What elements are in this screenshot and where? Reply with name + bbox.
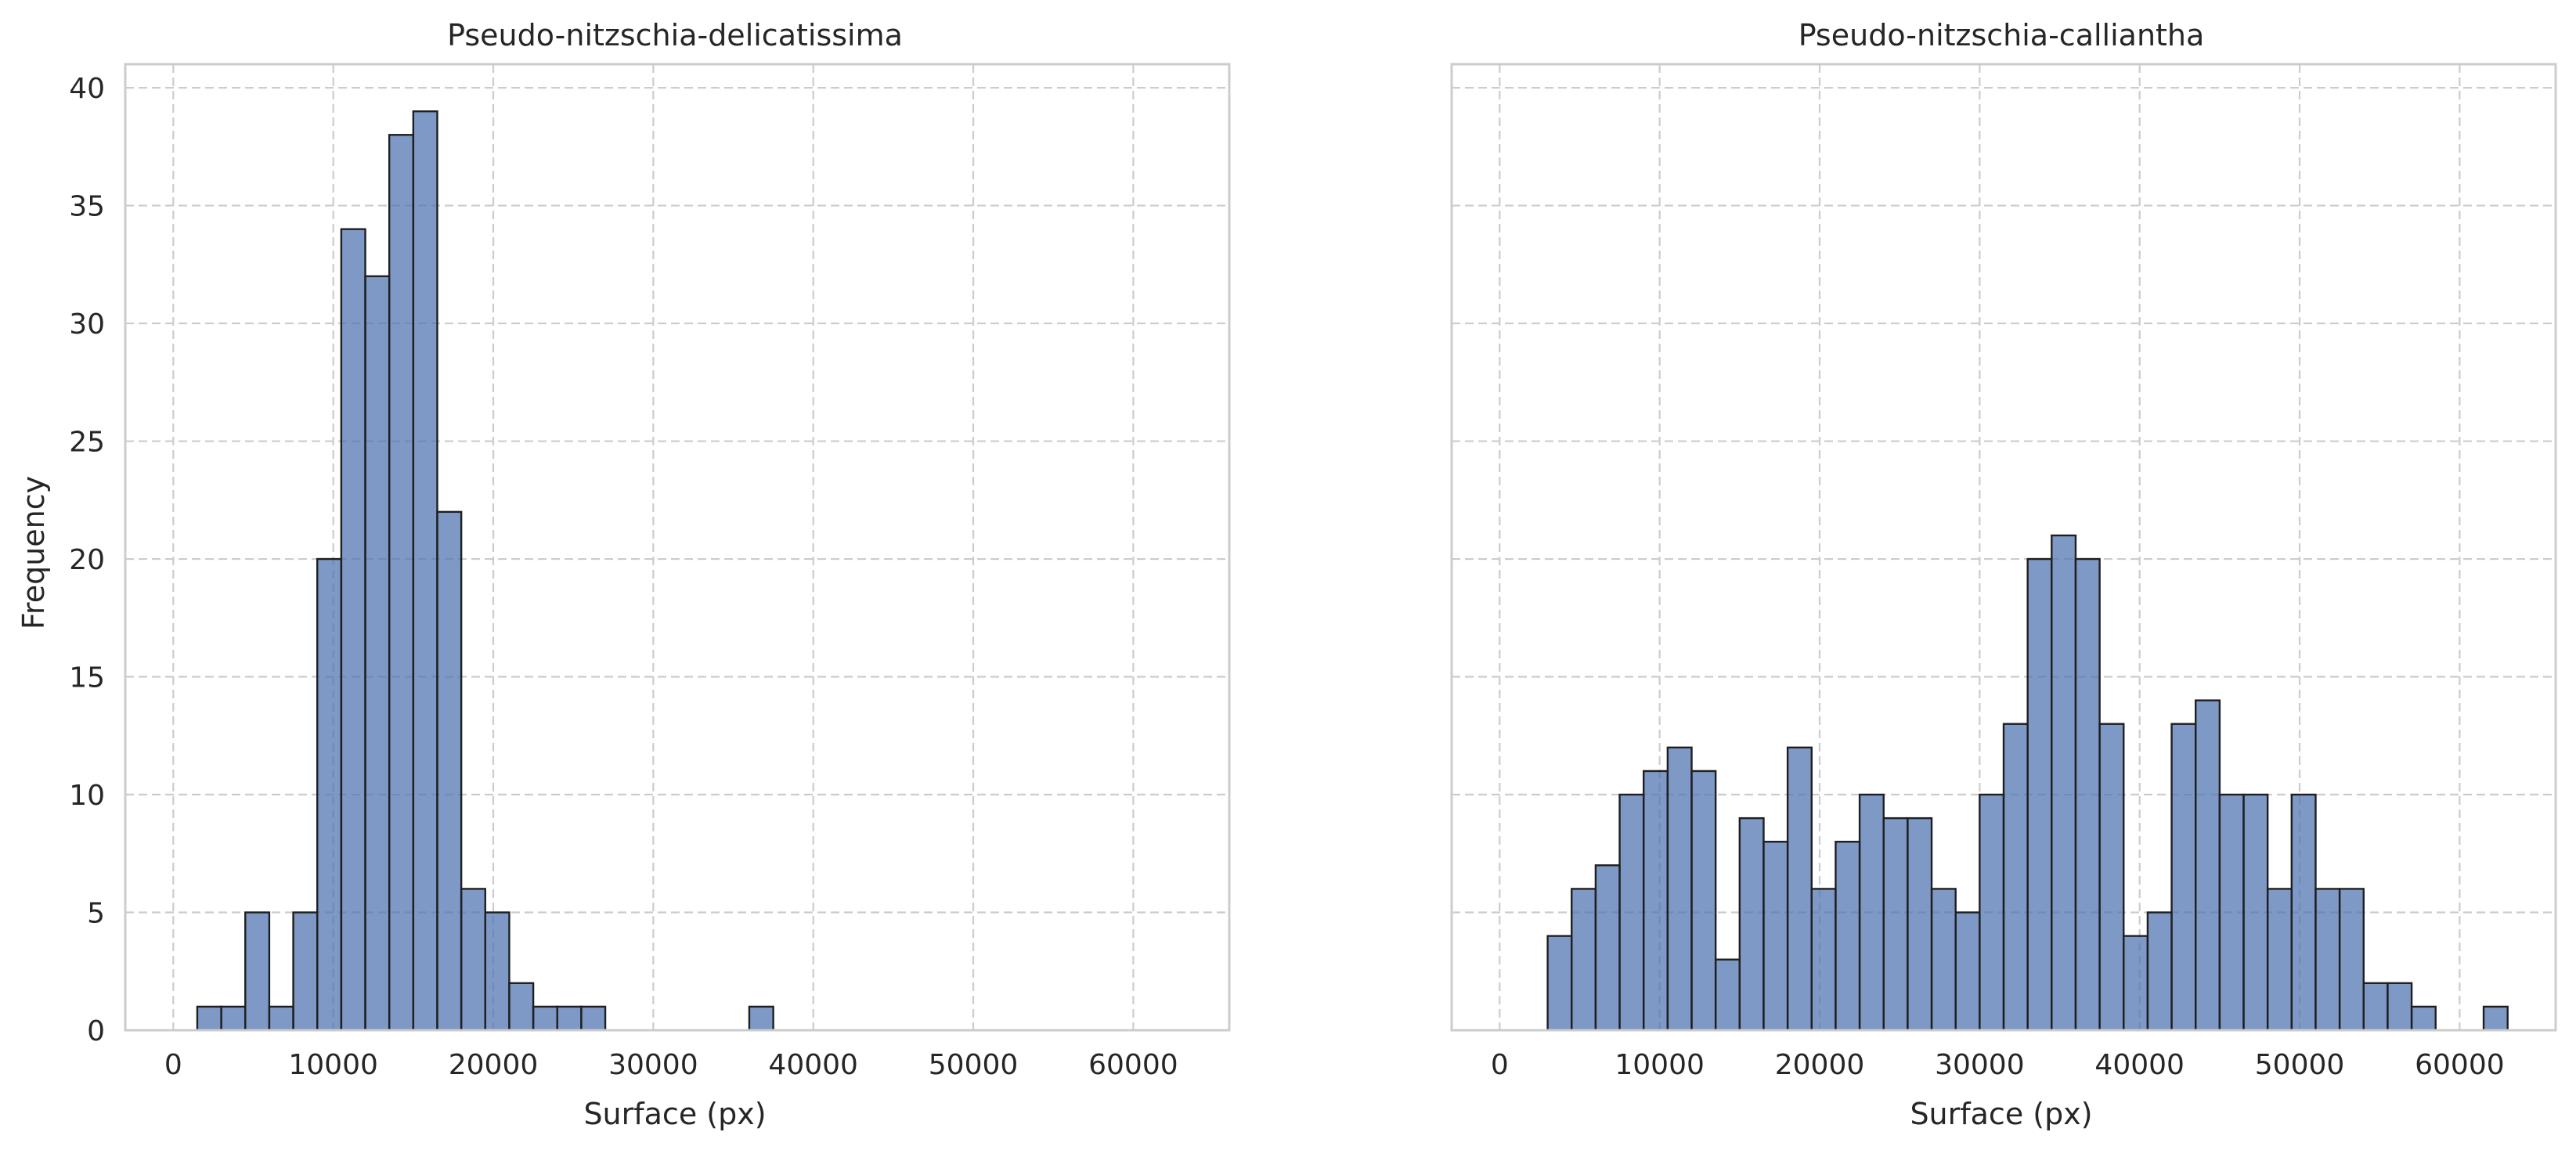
histogram-bar <box>2123 935 2149 1032</box>
histogram-bar <box>2051 534 2077 1032</box>
histogram-bar <box>316 557 343 1032</box>
histogram-bar <box>1810 888 1837 1032</box>
histogram-bar <box>1714 958 1741 1032</box>
histogram-bar <box>460 888 486 1032</box>
histogram-bar <box>1930 888 1957 1032</box>
histogram-bar <box>2290 793 2317 1032</box>
histogram-bar <box>1954 911 1981 1032</box>
histogram-bar <box>1546 935 1573 1032</box>
histogram-bar <box>2482 1005 2509 1032</box>
histogram-bar <box>196 1005 222 1032</box>
histogram-bar <box>2410 1005 2437 1032</box>
histogram-bar <box>364 275 391 1032</box>
histogram-bar <box>580 1005 607 1032</box>
x-tick-label: 0 <box>164 1049 182 1081</box>
x-tick-label: 40000 <box>2094 1049 2185 1081</box>
histogram-bar <box>1762 841 1789 1032</box>
histogram-bar <box>268 1005 294 1032</box>
x-tick-label: 60000 <box>2415 1049 2505 1081</box>
y-tick-label: 10 <box>69 780 105 812</box>
x-tick-label: 50000 <box>929 1049 1019 1081</box>
y-tick-label: 30 <box>69 308 105 341</box>
histogram-bar <box>244 911 271 1032</box>
histogram-bar <box>2218 793 2245 1032</box>
histogram-bar <box>2314 888 2341 1032</box>
histogram-bar <box>1979 793 2005 1032</box>
histogram-bar <box>2362 982 2389 1032</box>
histogram-bar <box>1643 770 1669 1032</box>
x-axis-label: Surface (px) <box>1910 1097 2092 1131</box>
histogram-bar <box>2146 911 2173 1032</box>
histogram-bar <box>340 228 366 1032</box>
histogram-bar <box>2170 723 2197 1032</box>
histogram-bar <box>1666 746 1693 1032</box>
histogram-bar <box>1786 746 1813 1032</box>
y-tick-label: 25 <box>69 427 105 459</box>
histogram-bar <box>1882 817 1909 1032</box>
x-tick-label: 30000 <box>608 1049 698 1081</box>
histogram-bar <box>2387 982 2413 1032</box>
x-tick-label: 40000 <box>768 1049 858 1081</box>
histogram-bar <box>556 1005 583 1032</box>
histogram-bar <box>748 1005 774 1032</box>
histogram-bar <box>2242 793 2269 1032</box>
grid <box>125 64 1229 1032</box>
axes: 0 10000 20000 30000 40000 50000 60000 <box>1450 63 2557 1081</box>
histogram-bar <box>1907 817 1933 1032</box>
histogram-bar <box>220 1005 247 1032</box>
histogram-bar <box>1690 770 1717 1032</box>
histogram-panel-calliantha: Pseudo-nitzschia-calliantha Surface (px)… <box>1450 18 2557 1131</box>
y-tick-label: 5 <box>87 898 105 930</box>
histogram-bar <box>532 1005 558 1032</box>
histogram-bar <box>1738 817 1765 1032</box>
x-tick-label: 60000 <box>1088 1049 1178 1081</box>
y-tick-label: 40 <box>69 73 105 105</box>
axes-frame <box>1450 63 2557 1032</box>
bars <box>1546 534 2509 1032</box>
y-tick-label: 0 <box>87 1015 105 1047</box>
bars <box>196 110 774 1032</box>
histogram-bar <box>2074 557 2101 1032</box>
histogram-bar <box>1835 841 1861 1032</box>
x-tick-label: 20000 <box>449 1049 539 1081</box>
chart-title: Pseudo-nitzschia-delicatissima <box>447 18 903 52</box>
x-tick-label: 10000 <box>1615 1049 1705 1081</box>
histogram-bar <box>412 110 438 1032</box>
histogram-bar <box>292 911 319 1032</box>
x-tick-label: 50000 <box>2255 1049 2345 1081</box>
histogram-panel-delicatissima: Pseudo-nitzschia-delicatissima Surface (… <box>16 18 1231 1131</box>
histogram-bar <box>2195 699 2221 1032</box>
axes-frame <box>124 63 1231 1032</box>
y-axis-label: Frequency <box>16 476 51 629</box>
histogram-bar <box>1618 793 1645 1032</box>
histogram-bar <box>1594 864 1621 1032</box>
histogram-bar <box>1571 888 1597 1032</box>
x-tick-label: 10000 <box>288 1049 378 1081</box>
histogram-bar <box>1858 793 1885 1032</box>
axes: 0 10000 20000 30000 40000 50000 60000 0 5 10 15 20 2… <box>69 63 1231 1081</box>
x-axis-label: Surface (px) <box>583 1097 766 1131</box>
histogram-bar <box>2098 723 2125 1032</box>
histogram-bar <box>388 134 415 1032</box>
histogram-bar <box>508 982 535 1032</box>
chart-title: Pseudo-nitzschia-calliantha <box>1799 18 2205 52</box>
x-tick-label: 20000 <box>1775 1049 1865 1081</box>
histogram-bar <box>436 510 463 1032</box>
x-tick-label: 0 <box>1491 1049 1509 1081</box>
histogram-bar <box>2338 888 2365 1032</box>
histogram-bar <box>484 911 511 1032</box>
histogram-bar <box>2026 557 2053 1032</box>
y-tick-label: 15 <box>69 662 105 694</box>
x-tick-label: 30000 <box>1935 1049 2025 1081</box>
y-tick-label: 35 <box>69 191 105 223</box>
histogram-bar <box>2266 888 2293 1032</box>
y-tick-label: 20 <box>69 544 105 576</box>
histogram-bar <box>2002 723 2029 1032</box>
